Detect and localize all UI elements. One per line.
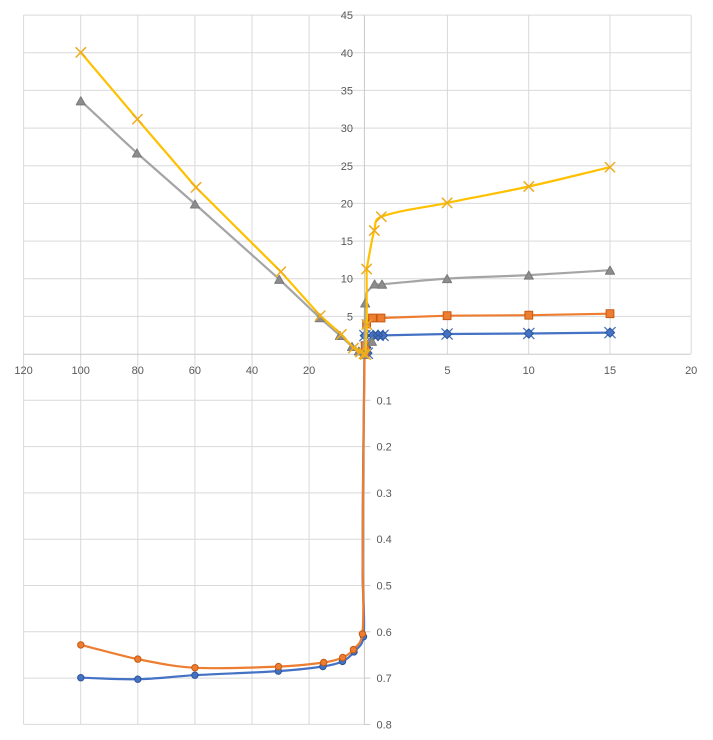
svg-text:15: 15 [604,365,616,377]
svg-text:45: 45 [341,10,353,22]
svg-text:15: 15 [341,236,353,248]
svg-text:60: 60 [189,365,201,377]
svg-text:25: 25 [341,161,353,173]
svg-text:80: 80 [132,365,144,377]
svg-text:10: 10 [523,365,535,377]
svg-text:120: 120 [14,365,32,377]
svg-text:0.8: 0.8 [377,719,392,731]
svg-text:0.5: 0.5 [377,581,392,593]
svg-text:30: 30 [341,123,353,135]
svg-text:0.2: 0.2 [377,442,392,454]
svg-text:35: 35 [341,85,353,97]
svg-text:20: 20 [303,365,315,377]
svg-text:20: 20 [341,198,353,210]
svg-text:5: 5 [347,311,353,323]
svg-text:100: 100 [72,365,90,377]
svg-text:20: 20 [685,365,697,377]
svg-text:0.4: 0.4 [377,534,392,546]
svg-text:5: 5 [444,365,450,377]
svg-text:0.3: 0.3 [377,488,392,500]
svg-text:40: 40 [341,48,353,60]
svg-text:0.7: 0.7 [377,673,392,685]
svg-text:40: 40 [246,365,258,377]
svg-text:0.6: 0.6 [377,627,392,639]
svg-text:0.1: 0.1 [377,395,392,407]
svg-text:10: 10 [341,274,353,286]
